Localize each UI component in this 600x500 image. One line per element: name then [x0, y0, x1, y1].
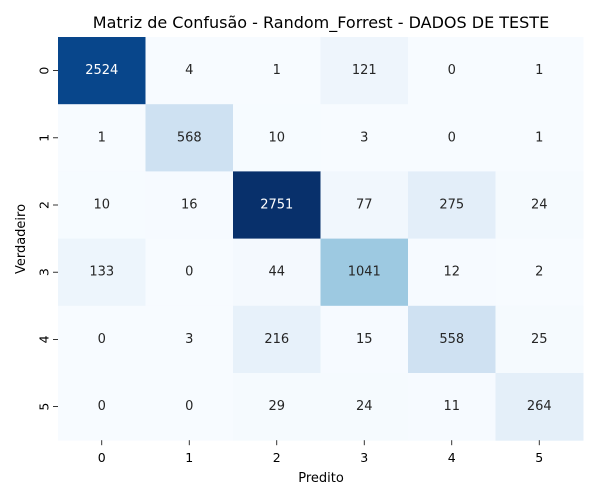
cell-value-label-2-2: 2751 — [260, 198, 293, 213]
cell-value-label-1-0: 1 — [98, 130, 106, 145]
cell-value-label-3-5: 2 — [535, 265, 543, 280]
cell-value-label-1-5: 1 — [535, 130, 543, 145]
y-tick-label-0: 0 — [37, 67, 52, 75]
y-axis-label: Verdadeiro — [14, 204, 29, 274]
cell-value-label-0-5: 1 — [535, 63, 543, 78]
heatmap-cell-2-5 — [495, 171, 584, 240]
cell-value-label-5-1: 0 — [185, 399, 193, 414]
y-tick-label-3: 3 — [37, 268, 52, 276]
x-tick-label-0: 0 — [98, 450, 106, 465]
y-tick-label-2: 2 — [37, 201, 52, 209]
heatmap-cell-2-4 — [408, 171, 496, 240]
cell-value-label-3-3: 1041 — [348, 265, 381, 280]
heatmap-cell-4-1 — [145, 305, 234, 374]
heatmap-cell-0-5 — [495, 37, 584, 105]
heatmap-cell-3-4 — [408, 238, 496, 307]
heatmap-cell-0-0 — [58, 37, 146, 105]
cell-value-label-1-3: 3 — [360, 130, 368, 145]
heatmap-cell-5-0 — [58, 373, 146, 441]
chart-title: Matriz de Confusão - Random_Forrest - DA… — [93, 13, 549, 33]
cell-value-label-3-1: 0 — [185, 265, 193, 280]
cell-value-label-2-5: 24 — [531, 198, 548, 213]
heatmap-cell-1-5 — [495, 104, 584, 172]
cell-value-label-0-4: 0 — [448, 63, 456, 78]
heatmap-cell-4-2 — [233, 305, 321, 374]
heatmap-cell-0-3 — [320, 37, 409, 105]
heatmap-cell-2-1 — [145, 171, 234, 240]
heatmap-cell-1-2 — [233, 104, 321, 172]
heatmap-cell-1-3 — [320, 104, 409, 172]
cell-value-label-2-0: 10 — [93, 198, 110, 213]
heatmap-cell-3-5 — [495, 238, 584, 307]
heatmap-cell-4-0 — [58, 305, 146, 374]
heatmap-cell-5-2 — [233, 373, 321, 441]
y-tick-label-4: 4 — [37, 335, 52, 343]
x-tick-label-3: 3 — [360, 450, 368, 465]
cell-value-label-0-3: 121 — [352, 63, 377, 78]
heatmap-cell-2-3 — [320, 171, 409, 240]
cell-value-label-0-2: 1 — [273, 63, 281, 78]
heatmap-cell-4-3 — [320, 305, 409, 374]
cell-value-label-4-4: 558 — [439, 332, 464, 347]
heatmap-cell-3-1 — [145, 238, 234, 307]
y-tick-label-1: 1 — [37, 134, 52, 142]
cell-value-label-0-1: 4 — [185, 63, 193, 78]
cell-value-label-1-1: 568 — [177, 130, 202, 145]
cell-value-label-3-0: 133 — [89, 265, 114, 280]
cell-value-label-0-0: 2524 — [85, 63, 118, 78]
heatmap-cell-3-0 — [58, 238, 146, 307]
heatmap-cell-4-5 — [495, 305, 584, 374]
heatmap-cell-2-0 — [58, 171, 146, 240]
cell-value-label-1-4: 0 — [448, 130, 456, 145]
x-tick-label-2: 2 — [273, 450, 281, 465]
heatmap-cell-0-1 — [145, 37, 234, 105]
cell-value-label-2-3: 77 — [356, 198, 373, 213]
x-axis-label: Predito — [298, 471, 344, 486]
cell-value-label-4-5: 25 — [531, 332, 548, 347]
heatmap-cell-5-3 — [320, 373, 409, 441]
cell-value-label-5-3: 24 — [356, 399, 373, 414]
heatmap-cell-5-5 — [495, 373, 584, 441]
cell-value-label-3-4: 12 — [443, 265, 460, 280]
heatmap-cell-5-1 — [145, 373, 234, 441]
heatmap-cell-1-0 — [58, 104, 146, 172]
heatmap-cell-1-1 — [145, 104, 234, 172]
cell-value-label-2-4: 275 — [439, 198, 464, 213]
cell-value-label-5-4: 11 — [443, 399, 460, 414]
cell-value-label-5-0: 0 — [98, 399, 106, 414]
heatmap-cell-1-4 — [408, 104, 496, 172]
cell-value-label-3-2: 44 — [268, 265, 285, 280]
cell-value-label-4-0: 0 — [98, 332, 106, 347]
x-tick-label-1: 1 — [185, 450, 193, 465]
heatmap-cell-0-4 — [408, 37, 496, 105]
heatmap-cell-3-3 — [320, 238, 409, 307]
x-tick-label-4: 4 — [448, 450, 456, 465]
heatmap-cell-3-2 — [233, 238, 321, 307]
cell-value-label-4-1: 3 — [185, 332, 193, 347]
cell-value-label-4-3: 15 — [356, 332, 373, 347]
y-axis-ticks: 0 1 2 3 4 5 — [37, 67, 58, 411]
cell-value-label-5-2: 29 — [268, 399, 285, 414]
cell-value-label-2-1: 16 — [181, 198, 198, 213]
x-axis-ticks: 0 1 2 3 4 5 — [98, 440, 543, 465]
cell-value-label-1-2: 10 — [268, 130, 285, 145]
cell-value-label-5-5: 264 — [527, 399, 552, 414]
y-tick-label-5: 5 — [37, 403, 52, 411]
heatmap-cell-5-4 — [408, 373, 496, 441]
heatmap-cell-2-2 — [233, 171, 321, 240]
cell-value-label-4-2: 216 — [264, 332, 289, 347]
heatmap-cell-0-2 — [233, 37, 321, 105]
x-tick-label-5: 5 — [535, 450, 543, 465]
heatmap-cell-4-4 — [408, 305, 496, 374]
